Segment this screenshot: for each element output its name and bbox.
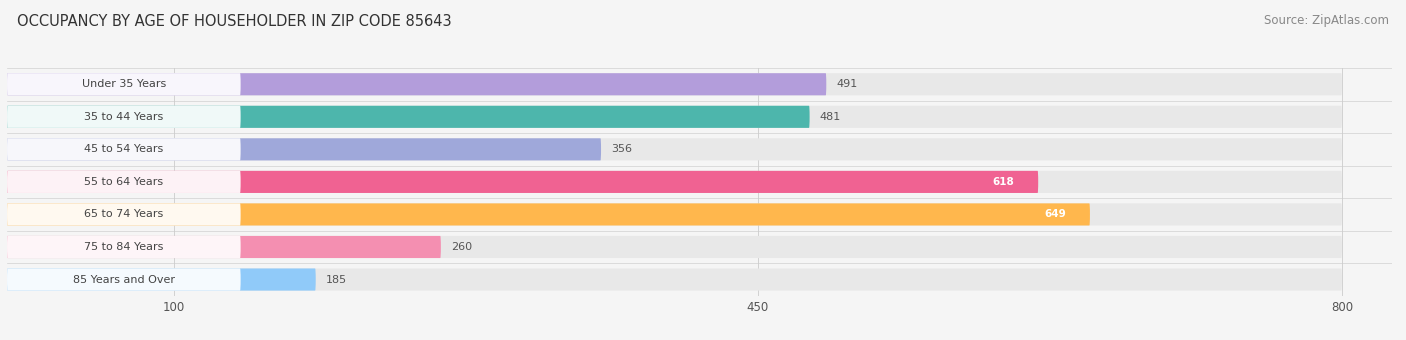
Text: 85 Years and Over: 85 Years and Over	[73, 274, 174, 285]
FancyBboxPatch shape	[7, 138, 1341, 160]
FancyBboxPatch shape	[7, 236, 441, 258]
FancyBboxPatch shape	[7, 73, 240, 95]
FancyBboxPatch shape	[7, 171, 240, 193]
FancyBboxPatch shape	[7, 269, 1341, 291]
Text: Source: ZipAtlas.com: Source: ZipAtlas.com	[1264, 14, 1389, 27]
FancyBboxPatch shape	[1024, 205, 1087, 223]
FancyBboxPatch shape	[7, 138, 240, 160]
FancyBboxPatch shape	[7, 236, 1341, 258]
Text: 45 to 54 Years: 45 to 54 Years	[84, 144, 163, 154]
FancyBboxPatch shape	[7, 73, 827, 95]
Text: 75 to 84 Years: 75 to 84 Years	[84, 242, 163, 252]
FancyBboxPatch shape	[7, 171, 1038, 193]
Text: OCCUPANCY BY AGE OF HOUSEHOLDER IN ZIP CODE 85643: OCCUPANCY BY AGE OF HOUSEHOLDER IN ZIP C…	[17, 14, 451, 29]
FancyBboxPatch shape	[7, 73, 1341, 95]
Text: 618: 618	[993, 177, 1014, 187]
Text: 55 to 64 Years: 55 to 64 Years	[84, 177, 163, 187]
FancyBboxPatch shape	[972, 173, 1035, 191]
FancyBboxPatch shape	[7, 106, 1341, 128]
Text: 185: 185	[326, 274, 347, 285]
FancyBboxPatch shape	[7, 269, 240, 291]
FancyBboxPatch shape	[7, 203, 1090, 225]
Text: 260: 260	[451, 242, 472, 252]
Text: Under 35 Years: Under 35 Years	[82, 79, 166, 89]
Text: 356: 356	[612, 144, 633, 154]
FancyBboxPatch shape	[7, 138, 600, 160]
Text: 65 to 74 Years: 65 to 74 Years	[84, 209, 163, 219]
FancyBboxPatch shape	[7, 106, 240, 128]
Text: 35 to 44 Years: 35 to 44 Years	[84, 112, 163, 122]
FancyBboxPatch shape	[7, 203, 240, 225]
Text: 491: 491	[837, 79, 858, 89]
FancyBboxPatch shape	[7, 203, 1341, 225]
FancyBboxPatch shape	[7, 106, 810, 128]
FancyBboxPatch shape	[7, 171, 1341, 193]
FancyBboxPatch shape	[7, 236, 240, 258]
Text: 481: 481	[820, 112, 841, 122]
Text: 649: 649	[1045, 209, 1066, 219]
FancyBboxPatch shape	[7, 269, 316, 291]
